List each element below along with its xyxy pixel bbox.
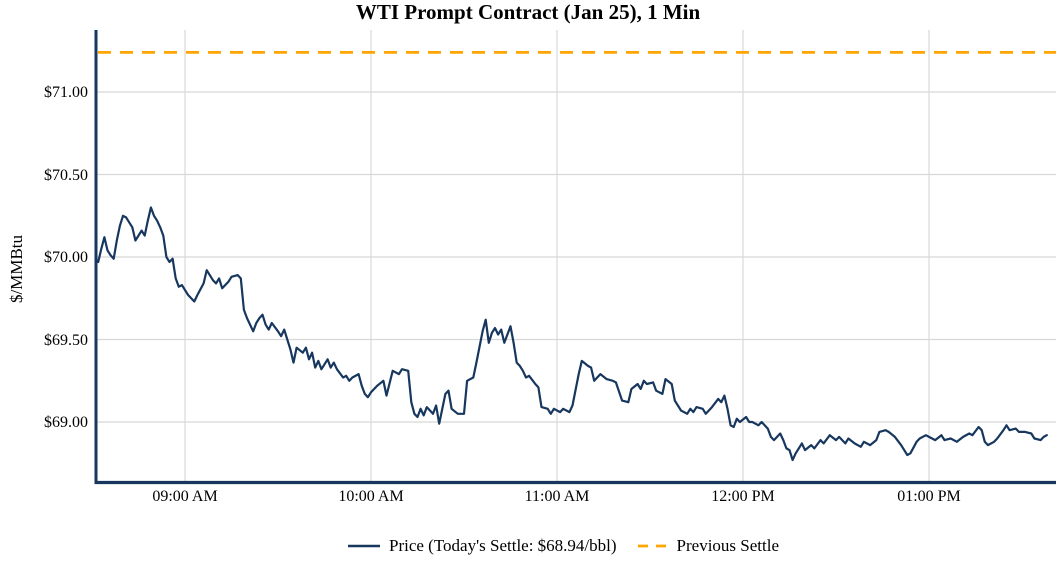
y-tick-label: $70.50 xyxy=(44,166,88,184)
price-line xyxy=(97,206,1048,462)
x-tick-label: 12:00 PM xyxy=(711,488,775,505)
chart-title: WTI Prompt Contract (Jan 25), 1 Min xyxy=(355,0,701,24)
legend: Price (Today's Settle: $68.94/bbl) Previ… xyxy=(70,535,1056,557)
y-tick-label: $71.00 xyxy=(44,84,88,101)
price-line-swatch xyxy=(347,535,381,557)
y-tick-label: $69.00 xyxy=(44,414,88,431)
legend-price-label: Price (Today's Settle: $68.94/bbl) xyxy=(388,536,617,555)
y-tick-label: $69.50 xyxy=(44,331,88,349)
x-tick-label: 10:00 AM xyxy=(338,488,404,505)
x-tick-label: 11:00 AM xyxy=(524,488,590,505)
y-tick-label: $70.00 xyxy=(44,249,88,266)
x-tick-label: 09:00 AM xyxy=(152,488,218,505)
legend-settle-label: Previous Settle xyxy=(676,536,780,555)
x-tick-label: 01:00 PM xyxy=(897,488,961,505)
previous-settle-dash-swatch xyxy=(637,535,669,557)
